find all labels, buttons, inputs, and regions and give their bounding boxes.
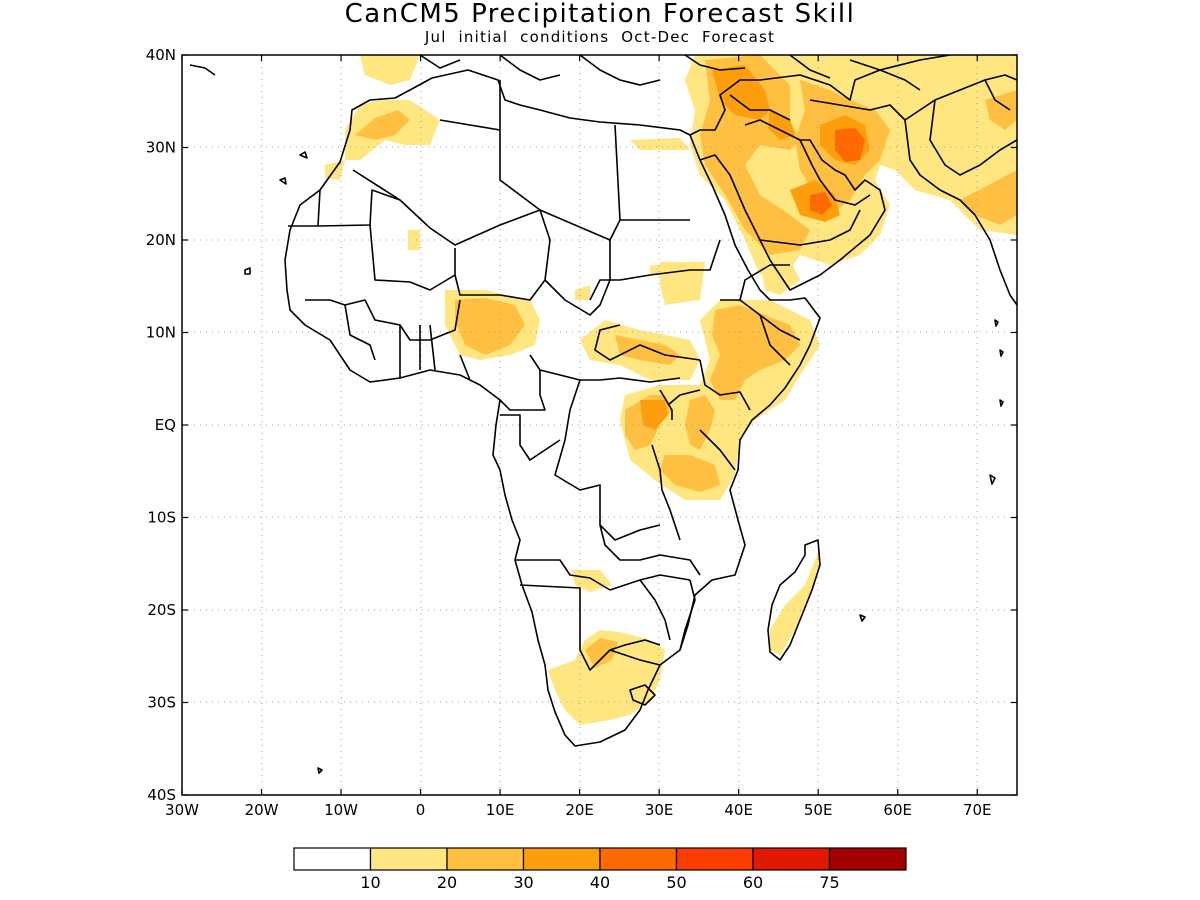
lat-tick-label: 20S — [147, 601, 176, 619]
longitude-labels: 30W 20W 10W 0 10E 20E 30E 40E 50E 60E 70E — [165, 801, 991, 819]
colorbar-label: 60 — [743, 873, 763, 892]
tick-marks — [181, 54, 1017, 796]
skill-level-40-50 — [810, 128, 865, 215]
colorbar-swatch — [828, 847, 907, 871]
lon-tick-label: 0 — [416, 801, 426, 819]
skill-shading — [325, 55, 1017, 725]
lon-tick-label: 10E — [486, 801, 515, 819]
colorbar-swatch — [752, 847, 831, 871]
colorbar-label: 50 — [666, 873, 686, 892]
colorbar-label: 20 — [437, 873, 457, 892]
colorbar-swatch — [369, 847, 448, 871]
lat-tick-label: 40N — [146, 46, 176, 64]
colorbar-label: 75 — [819, 873, 839, 892]
lon-tick-label: 60E — [883, 801, 912, 819]
lon-tick-label: 40E — [724, 801, 753, 819]
coastlines — [189, 55, 1017, 774]
lon-tick-label: 70E — [963, 801, 992, 819]
lon-tick-label: 30W — [165, 801, 199, 819]
colorbar-label: 40 — [590, 873, 610, 892]
lat-tick-label: 10S — [147, 509, 176, 527]
lat-tick-label: EQ — [155, 416, 176, 434]
map-title: CanCM5 Precipitation Forecast Skill — [344, 0, 856, 29]
lat-tick-label: 40S — [147, 786, 176, 804]
lon-tick-label: 10W — [324, 801, 358, 819]
lon-tick-label: 30E — [645, 801, 674, 819]
colorbar-swatch — [599, 847, 678, 871]
lon-tick-label: 50E — [804, 801, 833, 819]
lat-tick-label: 30N — [146, 139, 176, 157]
colorbar-swatch — [446, 847, 525, 871]
latitude-labels: 40N 30N 20N 10N EQ 10S 20S 30S 40S — [146, 46, 176, 804]
colorbar-swatch — [293, 847, 372, 871]
lat-tick-label: 20N — [146, 231, 176, 249]
map-subtitle: Jul initial conditions Oct-Dec Forecast — [424, 28, 776, 46]
skill-level-10-20 — [325, 55, 1017, 725]
colorbar-swatch — [675, 847, 754, 871]
colorbar-label: 10 — [360, 873, 380, 892]
colorbar: 10 20 30 40 50 60 75 — [293, 847, 907, 892]
lon-tick-label: 20W — [245, 801, 279, 819]
colorbar-swatch — [522, 847, 601, 871]
lat-tick-label: 30S — [147, 694, 176, 712]
colorbar-label: 30 — [513, 873, 533, 892]
lon-tick-label: 20E — [565, 801, 594, 819]
lat-tick-label: 10N — [146, 324, 176, 342]
